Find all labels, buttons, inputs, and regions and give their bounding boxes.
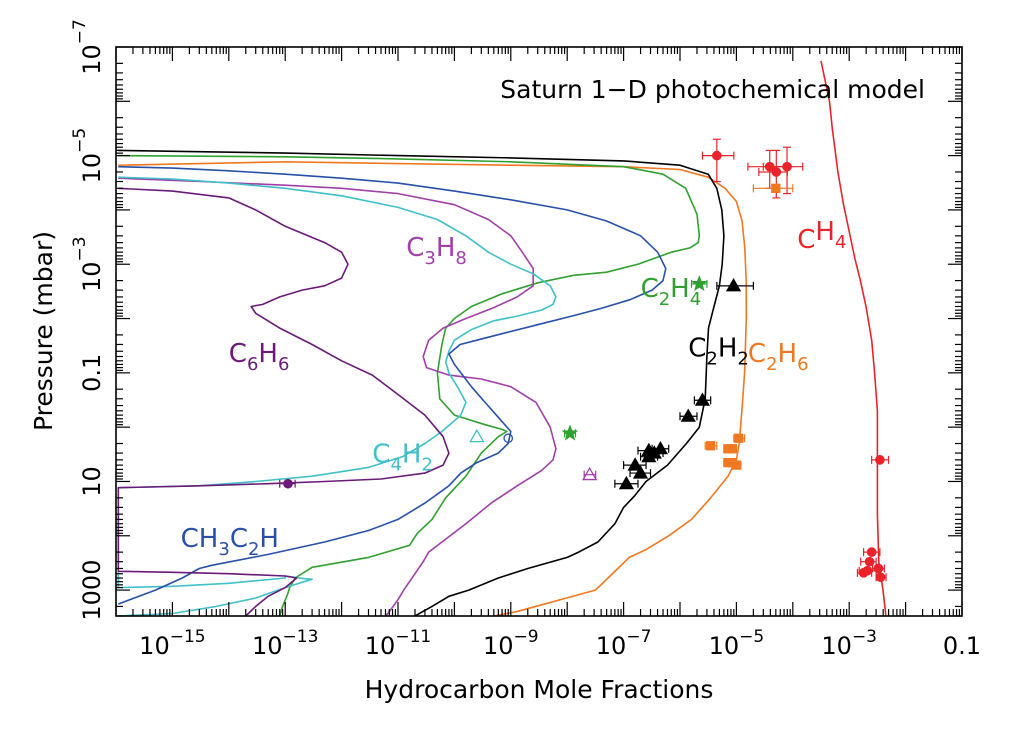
series-line-ch3c2h	[118, 165, 667, 605]
obs-marker-square	[706, 441, 716, 451]
obs-marker-triangle	[618, 475, 634, 490]
series-label-c4h2: C4H2	[372, 440, 433, 476]
obs-marker-square	[731, 460, 742, 470]
obs-point-ch3c2h	[503, 433, 514, 444]
obs-point-c2h2	[629, 465, 652, 479]
series-label-c6h6: C6H6	[229, 339, 290, 375]
series-label-ch3c2h: CH3C2H	[181, 524, 279, 560]
obs-marker-circle	[862, 565, 873, 576]
tick-label-layer: 10−15 10−13 10−11 10−9 10−7 10−5 10−3 0.1 10−7 10…	[70, 19, 981, 660]
obs-point-c4h2	[469, 428, 485, 443]
x-tick-label: 10−5	[709, 627, 765, 660]
y-tick-label: 10−5	[70, 128, 106, 184]
chart-title: Saturn 1−D photochemical model	[500, 75, 925, 104]
series-label-c2h4: C2H4	[641, 274, 702, 310]
x-tick-label: 10−9	[483, 627, 539, 660]
x-tick-label: 10−3	[821, 627, 877, 660]
obs-marker-circle	[864, 556, 875, 567]
obs-point-ch4	[875, 572, 887, 583]
y-axis-label: Pressure (mbar)	[29, 231, 58, 431]
obs-point-c2h4	[561, 424, 579, 441]
y-tick-label: 10	[78, 466, 106, 497]
obs-marker-circle	[283, 478, 293, 489]
x-tick-label: 10−7	[596, 627, 652, 660]
x-tick-label: 10−13	[252, 627, 318, 660]
obs-point-ch4	[860, 556, 877, 567]
obs-point-c2h2	[679, 408, 698, 422]
series-line-c2h2	[118, 149, 725, 616]
x-tick-label: 10−15	[139, 627, 205, 660]
obs-point-c3h8	[582, 466, 598, 481]
series-line-c2h6	[118, 161, 748, 616]
obs-marker-triangle	[680, 408, 696, 422]
series-line-c6h6	[117, 187, 450, 616]
obs-marker-triangle	[582, 466, 598, 481]
obs-marker-square	[771, 183, 781, 193]
obs-point-c2h2	[637, 442, 660, 457]
y-tick-label: 10−3	[70, 236, 106, 292]
plot-frame	[115, 46, 963, 617]
y-tick-label: 1000	[78, 560, 106, 621]
obs-marker-circle	[875, 455, 885, 465]
obs-point-c2h2	[622, 457, 647, 471]
x-tick-label: 10−11	[365, 627, 431, 660]
obs-marker-circle	[875, 572, 886, 583]
series-label-c2h2: C2H2	[688, 334, 749, 370]
obs-marker-circle	[782, 161, 792, 172]
obs-point-c6h6	[279, 478, 296, 489]
obs-marker-triangle	[725, 278, 742, 292]
series-line-c3h8	[118, 177, 557, 616]
tick-layer	[115, 46, 963, 617]
obs-marker-triangle	[641, 442, 657, 457]
series-line-ch4	[820, 60, 887, 616]
obs-marker-triangle	[469, 428, 485, 443]
obs-marker-triangle	[632, 465, 649, 479]
obs-point-ch4	[762, 146, 804, 195]
obs-marker-circle	[711, 150, 722, 161]
obs-marker-circle	[771, 167, 782, 177]
obs-point-ch4	[701, 138, 735, 183]
x-axis-label: Hydrocarbon Mole Fractions	[365, 675, 714, 704]
y-tick-label: 0.1	[78, 354, 106, 392]
obs-point-c2h2	[716, 278, 754, 292]
obs-marker-triangle	[627, 457, 643, 471]
obs-marker-star	[690, 275, 708, 291]
obs-marker-circle	[866, 547, 877, 557]
series-line-c2h4	[118, 154, 701, 616]
obs-point-c2h2	[693, 392, 712, 406]
obs-point-c2h6	[704, 441, 718, 451]
series-label-c2h6: C2H6	[748, 339, 809, 375]
obs-point-ch4	[872, 563, 885, 574]
observations-layer	[279, 138, 890, 583]
obs-point-c2h6	[733, 433, 746, 443]
obs-marker-star	[561, 424, 579, 441]
series-layer	[117, 60, 887, 616]
obs-point-ch4	[871, 455, 890, 465]
obs-marker-circle	[503, 433, 514, 444]
obs-point-c2h6	[731, 460, 742, 470]
series-label-c3h8: C3H8	[406, 233, 467, 269]
y-tick-label: 10−7	[70, 19, 106, 75]
series-label-ch4: CH4	[797, 217, 846, 255]
obs-marker-triangle	[694, 392, 711, 406]
obs-point-c2h4	[690, 275, 708, 291]
obs-point-c2h6	[727, 444, 738, 454]
obs-marker-circle	[873, 563, 884, 574]
obs-point-c2h2	[614, 475, 639, 490]
obs-point-ch4	[862, 547, 881, 557]
obs-point-ch4	[747, 149, 788, 189]
x-tick-label: 0.1	[943, 632, 981, 660]
obs-marker-square	[734, 433, 744, 443]
obs-point-c2h6	[752, 183, 794, 193]
obs-marker-square	[727, 444, 738, 454]
